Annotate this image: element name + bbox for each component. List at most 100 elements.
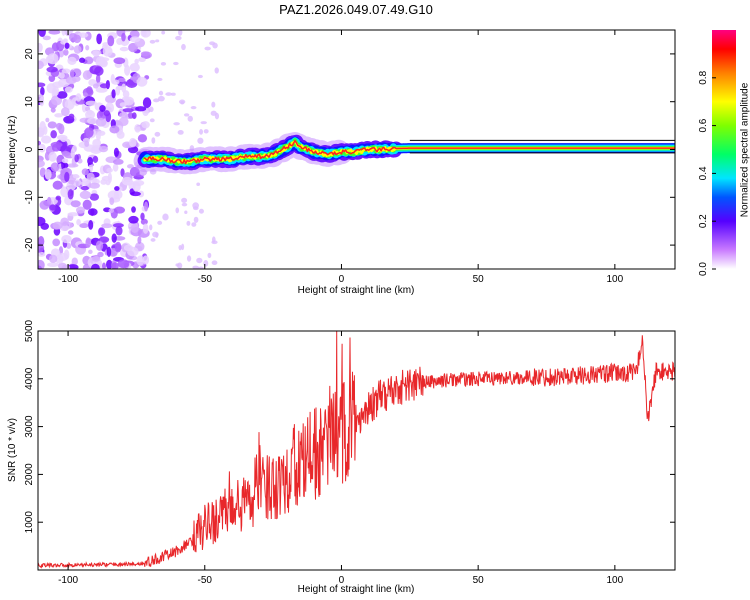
spectrogram-noise [38, 30, 220, 269]
noise-blob [203, 129, 209, 134]
noise-blob [121, 32, 126, 42]
noise-blob [192, 265, 199, 269]
noise-blob [183, 113, 190, 117]
spectrogram-x-label: Height of straight line (km) [298, 285, 415, 296]
spectrogram-x-tick-label: 50 [473, 274, 485, 285]
noise-blob [109, 197, 115, 205]
noise-blob [46, 66, 58, 73]
noise-blob [72, 173, 79, 179]
noise-blob [75, 93, 82, 102]
noise-blob [52, 180, 63, 190]
noise-blob [61, 234, 72, 244]
noise-blob [58, 123, 65, 135]
noise-blob [88, 220, 94, 230]
colorbar: 0.0 0.2 0.4 0.6 0.8 Normalized spectral ampl… [698, 30, 750, 276]
noise-blob [130, 191, 141, 197]
noise-blob [48, 151, 57, 162]
noise-blob [84, 127, 94, 138]
noise-blob [197, 266, 204, 269]
noise-blob [150, 238, 156, 242]
noise-blob [40, 222, 50, 230]
noise-blob [141, 51, 152, 59]
noise-blob [136, 76, 148, 87]
chart-title: PAZ1.2026.049.07.49.G10 [279, 2, 433, 17]
colorbar-ticks: 0.0 0.2 0.4 0.6 0.8 [698, 70, 716, 276]
noise-blob [136, 255, 145, 266]
noise-blob [129, 166, 140, 177]
noise-blob [129, 62, 140, 72]
noise-blob [83, 92, 88, 97]
noise-blob [52, 221, 63, 230]
noise-blob [89, 182, 100, 189]
noise-blob [60, 217, 69, 227]
noise-blob [119, 46, 129, 52]
noise-blob [76, 219, 81, 226]
noise-blob [50, 130, 57, 139]
noise-blob [92, 155, 99, 163]
noise-blob [118, 117, 129, 127]
noise-blob [127, 112, 134, 119]
noise-blob [64, 86, 73, 93]
noise-blob [157, 220, 163, 225]
noise-blob [142, 223, 149, 234]
noise-blob [56, 134, 68, 141]
noise-blob [45, 117, 50, 123]
noise-blob [177, 262, 183, 269]
snr-y-tick-label: 1000 [24, 511, 35, 534]
noise-blob [71, 75, 81, 83]
noise-blob [68, 113, 75, 120]
noise-blob [66, 163, 79, 168]
noise-blob [161, 30, 166, 35]
noise-blob [181, 43, 186, 51]
snr-y-label: SNR (10 * v/v) [7, 418, 18, 482]
noise-blob [38, 140, 42, 146]
noise-blob [44, 168, 52, 180]
noise-blob [66, 242, 72, 249]
noise-blob [41, 135, 52, 144]
noise-blob [128, 215, 139, 224]
noise-blob [47, 121, 57, 129]
noise-blob [154, 131, 161, 137]
noise-blob [113, 57, 126, 65]
noise-blob [196, 182, 201, 187]
noise-blob [116, 37, 124, 45]
noise-blob [112, 158, 124, 165]
noise-blob [180, 101, 185, 105]
noise-blob [84, 140, 90, 147]
noise-blob [198, 208, 204, 214]
noise-blob [181, 197, 188, 203]
noise-blob [63, 49, 69, 56]
noise-blob [114, 241, 122, 253]
noise-blob [178, 30, 183, 36]
noise-blob [130, 223, 139, 233]
noise-blob [74, 154, 79, 163]
colorbar-gradient [712, 30, 736, 269]
noise-blob [211, 101, 216, 108]
noise-blob [149, 39, 156, 44]
noise-blob [51, 143, 61, 152]
noise-blob [178, 244, 182, 251]
noise-blob [61, 107, 70, 117]
noise-blob [38, 265, 43, 269]
noise-blob [199, 129, 204, 135]
noise-blob [72, 179, 82, 187]
noise-blob [95, 86, 108, 93]
noise-blob [96, 110, 106, 121]
noise-blob [149, 224, 153, 231]
noise-blob [48, 254, 58, 263]
noise-blob [175, 207, 180, 214]
noise-blob [80, 185, 89, 191]
noise-blob [111, 79, 120, 85]
noise-blob [97, 130, 106, 136]
noise-blob [170, 92, 176, 96]
noise-blob [190, 106, 197, 110]
noise-blob [211, 240, 218, 245]
spectrogram-x-tick-label: -100 [58, 274, 78, 285]
snr-y-tick-label: 2000 [24, 463, 35, 486]
noise-blob [120, 168, 125, 177]
noise-blob [89, 193, 100, 201]
snr-y-tick-label: 3000 [24, 415, 35, 438]
spectrogram-x-tick-label: 0 [339, 274, 345, 285]
